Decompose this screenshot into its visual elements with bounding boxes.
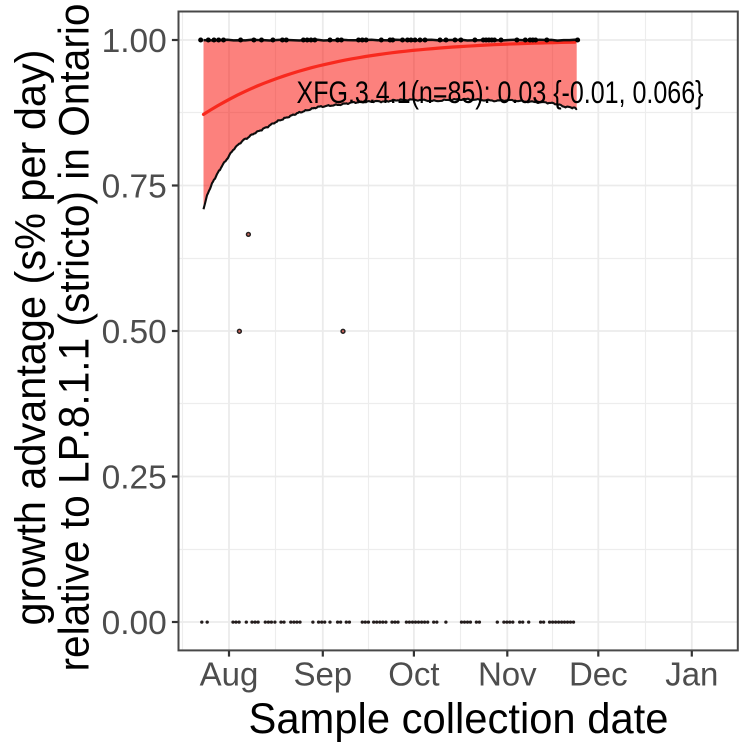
svg-text:Oct: Oct: [388, 655, 439, 692]
svg-text:Sep: Sep: [293, 655, 352, 692]
svg-text:Jan: Jan: [665, 655, 718, 692]
svg-text:XFG.3.4.1(n=85): 0.03 {-0.01,: XFG.3.4.1(n=85): 0.03 {-0.01, 0.066}: [297, 74, 704, 110]
svg-text:1.00: 1.00: [102, 23, 167, 60]
svg-text:0.50: 0.50: [102, 314, 167, 351]
svg-text:relative to LP.8.1.1 (stricto): relative to LP.8.1.1 (stricto) in Ontari…: [51, 4, 99, 672]
svg-text:0.25: 0.25: [102, 460, 167, 497]
svg-text:0.75: 0.75: [102, 169, 167, 206]
svg-text:Nov: Nov: [478, 655, 537, 692]
svg-text:Aug: Aug: [200, 655, 259, 692]
svg-text:0.00: 0.00: [102, 605, 167, 642]
svg-text:growth advantage (s% per day): growth advantage (s% per day): [7, 50, 55, 626]
svg-text:Dec: Dec: [569, 655, 628, 692]
svg-text:Sample collection date: Sample collection date: [249, 696, 669, 743]
